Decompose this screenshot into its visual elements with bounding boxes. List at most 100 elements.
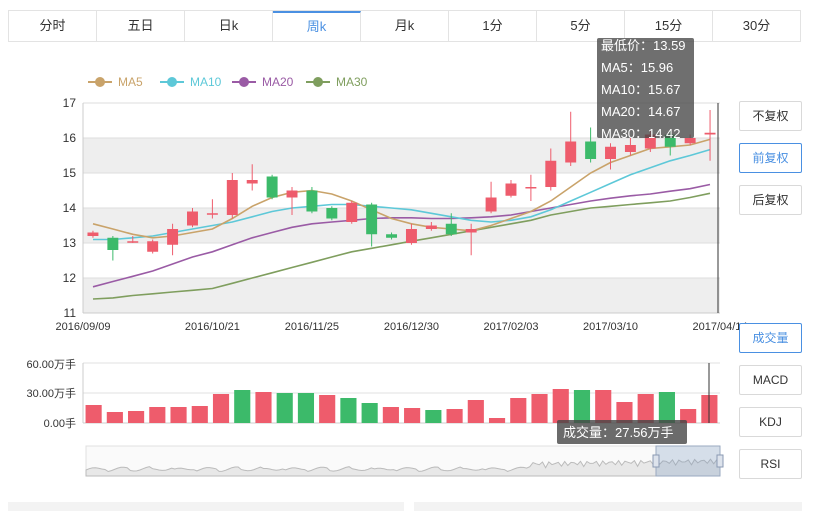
tab-2[interactable]: 日k <box>185 11 273 41</box>
candle-body <box>187 211 198 226</box>
candle-body <box>246 180 258 184</box>
volume-bar <box>404 408 421 423</box>
tab-7[interactable]: 15分 <box>625 11 713 41</box>
candle-body <box>107 237 119 250</box>
tooltip-box <box>597 38 694 138</box>
footer-bar-left <box>8 502 404 511</box>
candle-body <box>545 160 557 187</box>
tooltip-clip <box>0 0 818 43</box>
ma10-line <box>93 148 711 241</box>
volume-bar <box>340 398 357 423</box>
candle-body <box>704 132 716 135</box>
volume-bar <box>234 390 251 423</box>
adjust-button-1[interactable]: 前复权 <box>739 143 802 173</box>
candle-body <box>684 138 696 144</box>
candle-body <box>565 141 577 163</box>
volume-bar <box>446 409 463 423</box>
adjust-button-0[interactable]: 不复权 <box>739 101 802 131</box>
ma5-line <box>92 138 711 239</box>
y-tick-label: 14 <box>63 201 77 215</box>
volume-bar <box>680 409 697 423</box>
indicator-button-2[interactable]: KDJ <box>739 407 802 437</box>
x-tick-label: 2016/10/21 <box>185 321 240 333</box>
candle-body <box>386 234 398 238</box>
volume-bar <box>510 398 527 423</box>
navigator-handle-left <box>652 454 660 468</box>
volume-bar <box>658 392 675 423</box>
candle-body <box>445 223 457 235</box>
indicator-button-3[interactable]: RSI <box>739 449 802 479</box>
volume-bar <box>191 406 208 423</box>
volume-bar <box>276 393 293 423</box>
vol-tick-label: 30.00万手 <box>26 386 76 400</box>
indicator-button-0[interactable]: 成交量 <box>739 323 802 353</box>
candle-body <box>644 134 656 149</box>
candle-body <box>664 134 676 147</box>
candle-body <box>405 229 417 243</box>
vol-tick-label: 60.00万手 <box>26 357 76 371</box>
indicator-button-1[interactable]: MACD <box>739 365 802 395</box>
legend-marker <box>239 77 249 87</box>
volume-bar <box>637 394 654 423</box>
volume-bar <box>255 392 272 423</box>
tab-1[interactable]: 五日 <box>97 11 185 41</box>
volume-bar <box>128 411 145 423</box>
candle-body <box>505 183 517 196</box>
adjust-button-2[interactable]: 后复权 <box>739 185 802 215</box>
candle-body <box>624 145 636 152</box>
vol-tooltip-box <box>557 420 687 444</box>
tab-5[interactable]: 1分 <box>449 11 537 41</box>
navigator-window <box>655 445 721 477</box>
legend-marker <box>95 77 105 87</box>
candle-body <box>206 213 218 215</box>
tab-0[interactable]: 分时 <box>9 11 97 41</box>
candle-body <box>326 208 338 219</box>
candle-body <box>425 225 437 229</box>
candle-body <box>167 229 179 245</box>
volume-bar <box>595 390 612 423</box>
grid-band <box>83 138 720 173</box>
vol-tooltip-text: 成交量：27.56万手 <box>563 425 674 440</box>
ma30-line <box>92 192 711 300</box>
tab-6[interactable]: 5分 <box>537 11 625 41</box>
candle-body <box>127 241 139 243</box>
volume-bar <box>319 395 336 423</box>
x-tick-label: 2017/04/14 <box>692 321 747 333</box>
candle-body <box>585 141 597 159</box>
tooltip-row: MA20：14.67 <box>601 104 681 119</box>
x-tick-label: 2016/12/30 <box>384 321 439 333</box>
volume-tooltip: 成交量：27.56万手 <box>557 420 687 444</box>
candle-body <box>226 180 238 215</box>
x-tick-label: 2017/03/10 <box>583 321 638 333</box>
volume-bar <box>531 394 548 423</box>
candle-body <box>346 202 358 222</box>
y-tick-label: 15 <box>63 166 77 180</box>
x-tick-label: 2017/02/03 <box>483 321 538 333</box>
volume-bar <box>573 390 591 423</box>
navigator-handle-right <box>716 454 724 468</box>
legend-label-ma5: MA5 <box>118 75 143 89</box>
grid-band <box>83 243 720 278</box>
vol-tick-label: 0.00手 <box>44 416 76 430</box>
tab-8[interactable]: 30分 <box>713 11 800 41</box>
candle-body <box>306 190 318 212</box>
tooltip-row: MA5：15.96 <box>601 60 673 75</box>
tab-4[interactable]: 月k <box>361 11 449 41</box>
volume-bar <box>488 418 506 423</box>
candle-body <box>87 232 99 236</box>
legend-label-ma20: MA20 <box>262 75 294 89</box>
tab-3[interactable]: 周k <box>273 11 361 41</box>
volume-bar <box>616 402 633 423</box>
tooltip-row: MA30：14.42 <box>601 126 681 141</box>
tooltip-row: 最低价：13.59 <box>601 38 686 53</box>
volume-bar <box>106 412 123 423</box>
volume-bar <box>382 407 399 423</box>
y-tick-label: 12 <box>63 271 77 285</box>
x-tick-label: 2016/11/25 <box>285 321 339 333</box>
volume-bar <box>85 405 102 423</box>
volume-bar <box>425 410 442 423</box>
grid-band <box>83 278 720 313</box>
candle-body <box>366 204 378 235</box>
candle-body <box>605 146 616 159</box>
